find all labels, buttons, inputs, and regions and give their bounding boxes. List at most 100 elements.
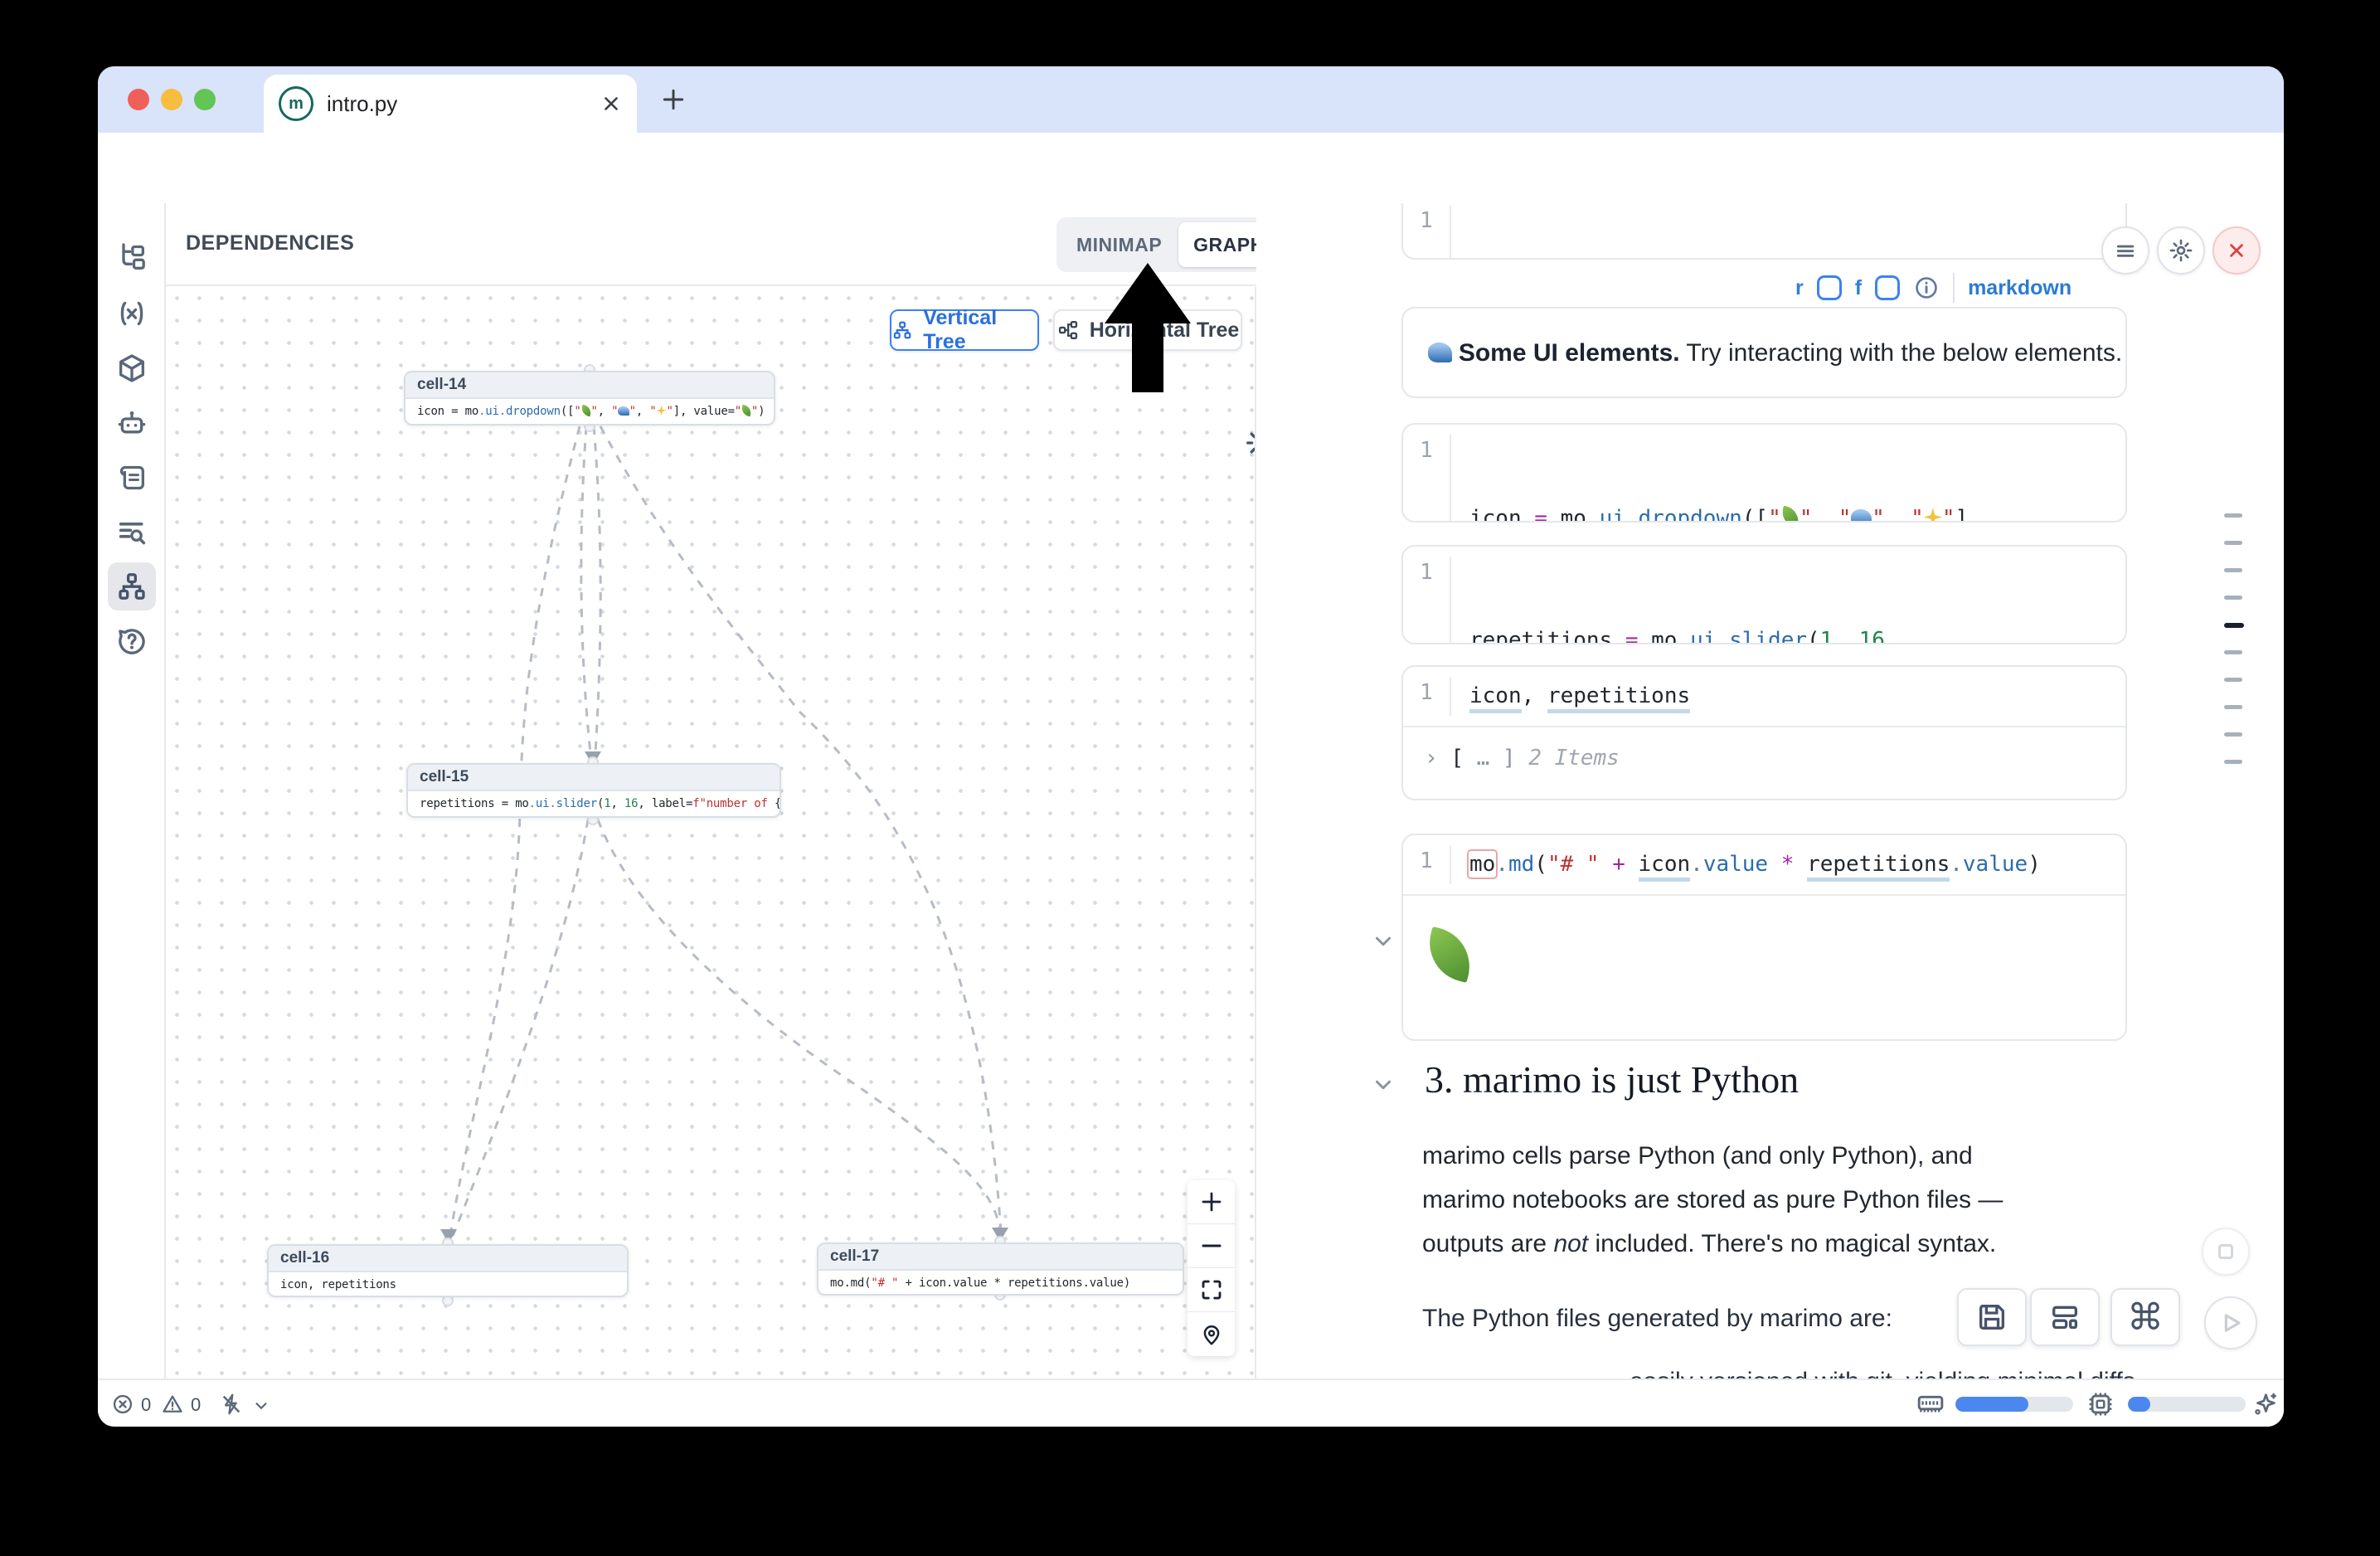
cell-slider[interactable]: 1 repetitions = mo.ui.slider(1, 16, labe… <box>1401 545 2127 644</box>
section-paragraph-2: The Python files generated by marimo are… <box>1422 1305 1892 1332</box>
format-toggle-label: f <box>1854 275 1863 299</box>
code-editor[interactable]: ** Some UI elements.** Try interacting w… <box>1450 205 2125 258</box>
minimap-mark[interactable] <box>2224 705 2242 709</box>
graph-edges <box>440 364 1008 1306</box>
sidebar-item-logs[interactable] <box>108 508 156 556</box>
warnings-count: 0 <box>191 1394 202 1415</box>
tab-minimap[interactable]: MINIMAP <box>1076 233 1163 255</box>
sidebar-item-file-tree[interactable] <box>108 233 156 281</box>
format-checkbox[interactable] <box>1875 275 1901 300</box>
line-number: 1 <box>1420 438 1433 463</box>
traffic-light-close[interactable] <box>128 89 149 110</box>
cell-tuple[interactable]: 1 icon, repetitions › [ … ] 2 Items <box>1401 665 2127 800</box>
locate-button[interactable] <box>1188 1312 1235 1356</box>
warnings-icon[interactable] <box>161 1393 184 1416</box>
cell-md-source[interactable]: 1 ** Some UI elements.** Try interacting… <box>1401 203 2127 260</box>
code-editor[interactable]: icon = mo.ui.dropdown(["", "", ""], valu… <box>1450 435 2125 521</box>
minimap-mark[interactable] <box>2224 623 2244 628</box>
autorun-off-icon[interactable] <box>219 1392 244 1417</box>
sidebar-item-dependency-graph[interactable] <box>108 562 156 610</box>
code-editor[interactable]: mo.md("# " + icon.value * repetitions.va… <box>1450 845 2125 884</box>
vertical-tree-button[interactable]: Vertical Tree <box>890 306 1039 353</box>
section-paragraph: marimo cells parse Python (and only Pyth… <box>1422 1142 2004 1257</box>
marimo-favicon: m <box>279 86 313 121</box>
minimap-mark[interactable] <box>2224 541 2242 545</box>
line-number: 1 <box>1420 849 1433 873</box>
activity-bar <box>98 203 166 1379</box>
horizontal-tree-icon <box>1058 321 1077 339</box>
md-output-rich: Some UI elements. Try interacting with t… <box>1428 335 2122 372</box>
sidebar-item-help[interactable] <box>108 617 156 665</box>
sidebar-item-packages[interactable] <box>108 344 156 392</box>
notebook-menu-button[interactable] <box>2101 226 2149 275</box>
collapsed-output[interactable]: › [ … ] 2 Items <box>1425 746 1620 771</box>
code-editor[interactable]: repetitions = mo.ui.slider(1, 16, label=… <box>1450 557 2125 643</box>
graph-node-cell-17[interactable]: cell-17 mo.md("# " + icon.value * repeti… <box>817 1242 1184 1296</box>
gear-icon <box>2169 239 2193 262</box>
zoom-out-button[interactable] <box>1188 1224 1235 1268</box>
layout-button[interactable] <box>2030 1288 2100 1346</box>
node-code: repetitions = mo.ui.slider(1, 16, label=… <box>420 797 780 810</box>
reactive-toggle-label: r <box>1795 275 1804 299</box>
vertical-tree-icon <box>893 321 911 339</box>
errors-count: 0 <box>141 1394 152 1415</box>
dependencies-header: DEPENDENCIES MINIMAP GRAPH <box>166 203 1306 286</box>
code-editor[interactable]: icon, repetitions <box>1450 677 2125 716</box>
section-chevron-icon[interactable] <box>1371 1072 1396 1097</box>
errors-icon[interactable] <box>111 1393 134 1416</box>
scroll-icon <box>119 465 144 490</box>
run-button[interactable] <box>2204 1296 2257 1349</box>
traffic-light-minimize[interactable] <box>161 89 182 110</box>
package-cube-icon <box>119 354 144 382</box>
cell-language-label[interactable]: markdown <box>1968 275 2072 299</box>
tab-title: intro.py <box>327 90 398 116</box>
line-number: 1 <box>1420 680 1433 705</box>
node-title: cell-17 <box>818 1244 1183 1271</box>
graph-node-cell-15[interactable]: cell-15 repetitions = mo.ui.slider(1, 16… <box>406 763 781 818</box>
graph-node-cell-16[interactable]: cell-16 icon, repetitions <box>267 1244 629 1297</box>
chevron-down-icon[interactable] <box>252 1397 270 1415</box>
minimap-mark[interactable] <box>2224 760 2242 764</box>
graph-settings-gear-icon[interactable] <box>1244 426 1256 460</box>
graph-node-cell-14[interactable]: cell-14 icon = mo.ui.dropdown([" ", " ", "… <box>404 371 775 425</box>
fit-view-button[interactable] <box>1188 1268 1235 1312</box>
collapse-chevron-icon[interactable] <box>1371 929 1396 954</box>
dependency-graph-canvas[interactable]: Vertical Tree Horizontal Tree cell-14 ic… <box>166 287 1256 1379</box>
hamburger-icon <box>2116 245 2135 257</box>
traffic-light-maximize[interactable] <box>194 89 216 110</box>
cell-dropdown[interactable]: 1 icon = mo.ui.dropdown(["", "", ""], va… <box>1401 423 2127 523</box>
keyboard-shortcuts-button[interactable]: ⌘ <box>2110 1288 2180 1346</box>
minimap-mark[interactable] <box>2224 513 2242 518</box>
minimap-mark[interactable] <box>2224 678 2242 682</box>
dependency-graph-icon <box>119 573 145 600</box>
cell-md-output: Some UI elements. Try interacting with t… <box>1401 307 2127 398</box>
minimap-mark[interactable] <box>2224 568 2242 572</box>
minimap-mark[interactable] <box>2224 596 2242 600</box>
minimap-mark[interactable] <box>2224 732 2242 737</box>
info-icon[interactable] <box>1913 275 1940 301</box>
cell-momd[interactable]: 1 mo.md("# " + icon.value * repetitions.… <box>1401 834 2127 1041</box>
node-code: icon, repetitions <box>280 1278 396 1291</box>
sidebar-item-variables[interactable] <box>108 289 156 338</box>
toolbar-divider <box>1953 273 1955 303</box>
sidebar-item-ai-assistant[interactable] <box>108 399 156 447</box>
ai-sparkle-icon[interactable] <box>2251 1390 2279 1418</box>
memory-meter <box>1955 1397 2073 1412</box>
save-button[interactable] <box>1957 1288 2027 1346</box>
cell-minimap[interactable] <box>2224 513 2246 771</box>
sidebar-item-snippets[interactable] <box>108 454 156 502</box>
stop-button[interactable] <box>2202 1228 2250 1276</box>
node-title: cell-16 <box>269 1246 627 1272</box>
tab-close-icon[interactable] <box>600 93 622 114</box>
reactive-checkbox[interactable] <box>1816 275 1842 300</box>
browser-tab[interactable]: m intro.py <box>264 75 637 133</box>
panel-title: DEPENDENCIES <box>186 231 355 255</box>
shutdown-button[interactable] <box>2212 226 2261 275</box>
minimap-mark[interactable] <box>2224 650 2242 654</box>
new-tab-icon[interactable] <box>660 86 687 113</box>
notebook-settings-button[interactable] <box>2157 226 2205 275</box>
play-icon <box>2224 1314 2241 1332</box>
zoom-in-button[interactable] <box>1188 1180 1235 1224</box>
robot-icon <box>118 411 146 434</box>
